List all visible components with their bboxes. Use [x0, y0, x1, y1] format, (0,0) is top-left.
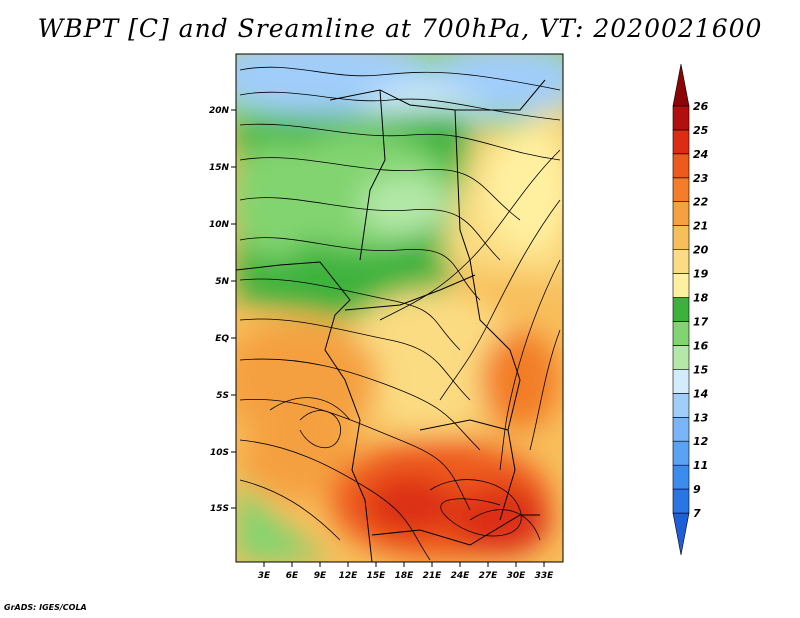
- colorbar-segment: [672, 105, 690, 131]
- colorbar-label: 19: [693, 268, 709, 281]
- colorbar-label: 7: [693, 507, 701, 520]
- lon-label: 27E: [479, 571, 499, 581]
- lon-label: 9E: [314, 571, 327, 581]
- borders: [236, 79, 546, 562]
- lat-label: 15S: [210, 504, 229, 514]
- colorbar-segment: [672, 369, 690, 394]
- lat-label: 15N: [209, 163, 230, 173]
- lon-label: 30E: [507, 571, 527, 581]
- colorbar-segment: [672, 488, 690, 514]
- colorbar-segment: [672, 321, 690, 346]
- colorbar-label: 20: [693, 244, 709, 257]
- temperature-field: [236, 54, 563, 562]
- chart-title: WBPT [C] and Sreamline at 700hPa, VT: 20…: [37, 14, 763, 43]
- lon-label: 12E: [339, 571, 359, 581]
- colorbar-segment: [672, 273, 690, 298]
- colorbar-segment: [672, 464, 690, 490]
- colorbar-label: 12: [693, 435, 709, 448]
- colorbar-segment: [672, 440, 690, 466]
- colorbar-label: 15: [693, 363, 709, 376]
- lat-label: 5N: [215, 277, 229, 287]
- lon-label: 3E: [258, 571, 271, 581]
- lon-label: 15E: [367, 571, 387, 581]
- colorbar-label: 18: [693, 292, 709, 305]
- colorbar-segment: [672, 201, 690, 226]
- colorbar-label: 23: [693, 172, 709, 185]
- colorbar-label: 26: [693, 100, 709, 113]
- colorbar-segment: [672, 153, 690, 179]
- lat-label: 5S: [216, 391, 229, 401]
- colorbar-label: 24: [693, 148, 708, 161]
- lon-label: 21E: [423, 571, 443, 581]
- colorbar-segment: [672, 393, 690, 418]
- colorbar-label: 14: [693, 387, 708, 400]
- lon-label: 6E: [286, 571, 299, 581]
- lat-label: 10N: [209, 220, 230, 230]
- colorbar-label: 17: [693, 315, 709, 328]
- lat-label: 20N: [209, 106, 230, 116]
- colorbar-label: 21: [693, 220, 708, 233]
- lon-label: 24E: [451, 571, 471, 581]
- colorbar: 7 9 11 12 13 14 15 16 17 18 19 20 21 22 23 24 25 26: [672, 63, 709, 556]
- colorbar-segment: [672, 416, 690, 442]
- lon-label: 33E: [535, 571, 555, 581]
- colorbar-label: 11: [693, 459, 708, 472]
- lon-label: 18E: [395, 571, 415, 581]
- plot-frame: [235, 53, 564, 563]
- colorbar-segment: [672, 297, 690, 322]
- colorbar-segment: [672, 249, 690, 274]
- colorbar-segment: [672, 63, 690, 107]
- colorbar-segment: [672, 177, 690, 203]
- grads-credit: GrADS: IGES/COLA: [4, 603, 87, 612]
- colorbar-segment: [672, 512, 690, 556]
- lat-label: 10S: [210, 448, 229, 458]
- lat-label: EQ: [215, 334, 229, 344]
- axis-ticks: [231, 109, 545, 567]
- colorbar-segment: [672, 129, 690, 155]
- colorbar-segment: [672, 345, 690, 370]
- colorbar-label: 16: [693, 339, 709, 352]
- colorbar-label: 22: [693, 196, 709, 209]
- colorbar-label: 9: [693, 483, 701, 496]
- colorbar-label: 25: [693, 124, 709, 137]
- colorbar-segment: [672, 225, 690, 250]
- colorbar-label: 13: [693, 411, 709, 424]
